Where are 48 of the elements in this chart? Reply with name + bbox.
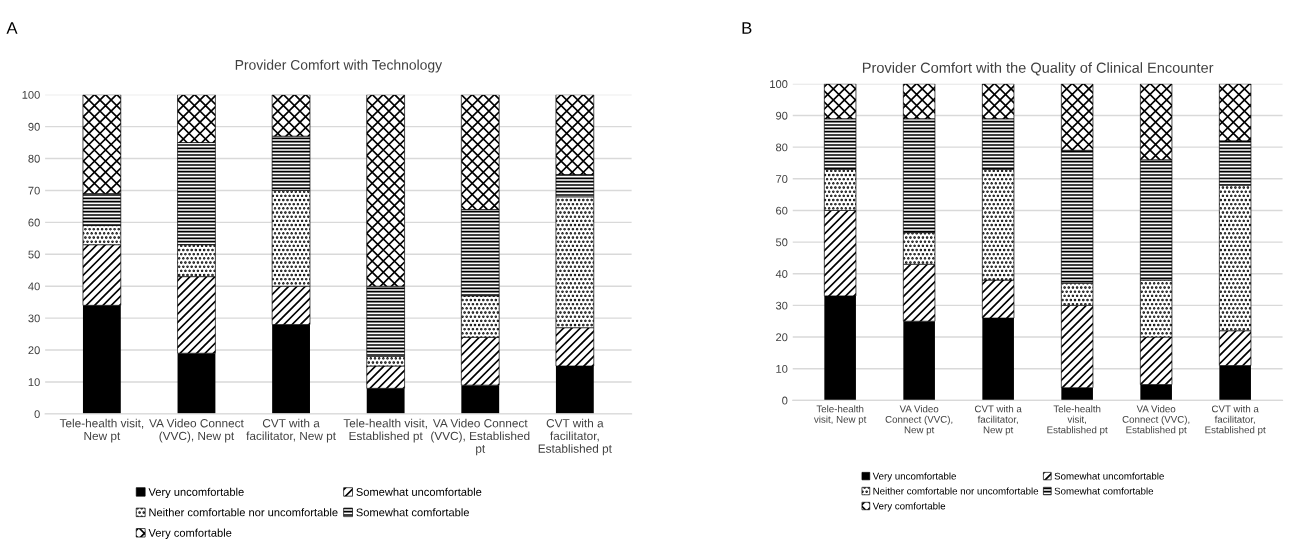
y-tick-label: 80: [28, 154, 40, 163]
y-tick-label: 40: [28, 282, 40, 291]
legend-label: Very uncomfortable: [872, 472, 956, 482]
y-tick-label: 30: [775, 301, 788, 310]
x-tick-label: VA Video Connect (VVC), New pt: [149, 418, 244, 443]
y-tick-label: 50: [28, 250, 40, 259]
y-tick-label: 80: [776, 143, 788, 152]
x-tick-label: CVT with a facilitator, New pt: [974, 405, 1022, 436]
y-tick-label: 20: [28, 346, 40, 355]
y-tick-label: 60: [28, 218, 40, 227]
y-tick-label: 90: [28, 122, 40, 131]
y-tick-label: 30: [28, 314, 40, 323]
y-tick-label: 40: [775, 270, 788, 278]
chart-title: Provider Comfort with Technology: [235, 59, 443, 73]
legend-label: Very comfortable: [872, 502, 946, 512]
y-tick-label: 20: [776, 333, 788, 342]
legend-label: Very comfortable: [148, 528, 232, 539]
x-tick-label: VA Video Connect (VVC), New pt: [885, 405, 953, 436]
chart-title: Provider Comfort with the Quality of Clinical Encounter: [862, 62, 1214, 76]
y-tick-label: 70: [776, 175, 788, 183]
x-tick-label: CVT with a facilitator, Established pt: [538, 418, 612, 456]
x-tick-label: Tele-health visit, Established pt: [343, 418, 427, 443]
legend-label: Somewhat comfortable: [356, 508, 469, 517]
y-tick-label: 100: [770, 80, 788, 88]
x-tick-label: VA Video Connect (VVC), Established pt: [1122, 405, 1190, 436]
y-tick-label: 70: [28, 186, 40, 195]
y-tick-label: 10: [28, 378, 40, 387]
x-tick-label: Tele-health visit, New pt: [59, 418, 144, 443]
text: B: [742, 22, 752, 34]
y-tick-label: 100: [22, 90, 40, 99]
x-tick-label: Tele-health visit, New pt: [813, 405, 867, 425]
y-tick-label: 0: [782, 396, 788, 405]
legend-label: Somewhat uncomfortable: [1054, 472, 1164, 480]
x-tick-label: CVT with a facilitator, New pt: [246, 418, 336, 443]
legend-label: Somewhat comfortable: [1054, 487, 1154, 495]
legend-label: Somewhat uncomfortable: [356, 487, 482, 496]
y-tick-label: 10: [776, 364, 788, 373]
x-tick-label: CVT with a facilitator, Established pt: [1205, 405, 1266, 436]
y-tick-label: 60: [776, 206, 788, 215]
legend-label: Neither comfortable nor uncomfortable: [149, 508, 338, 517]
legend-label: Very uncomfortable: [148, 487, 244, 499]
x-tick-label: Tele-health visit, Established pt: [1047, 405, 1108, 436]
legend-label: Neither comfortable nor uncomfortable: [873, 487, 1039, 495]
y-tick-label: 0: [34, 410, 40, 418]
y-tick-label: 50: [775, 238, 788, 247]
y-tick-label: 90: [776, 111, 788, 120]
text: A: [6, 22, 18, 34]
x-tick-label: VA Video Connect (VVC), Established pt: [431, 418, 530, 456]
